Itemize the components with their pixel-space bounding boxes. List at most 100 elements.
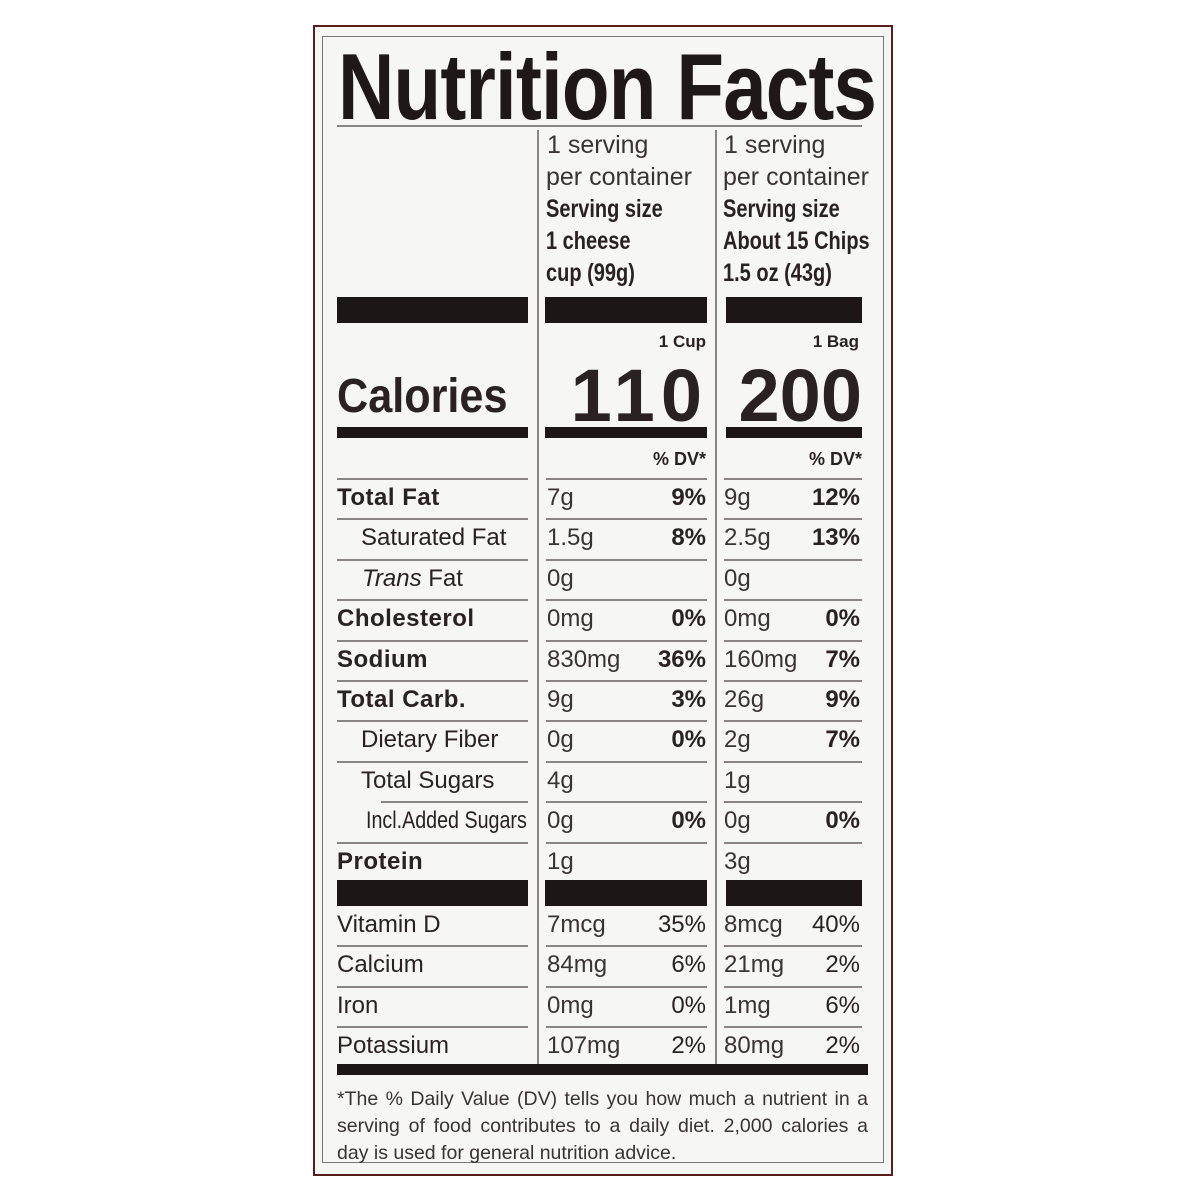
col1-dv: 3% bbox=[671, 686, 706, 713]
col2-dv: 6% bbox=[825, 992, 860, 1019]
col1-amount: 7mcg bbox=[547, 911, 606, 938]
col2-dv: 12% bbox=[811, 484, 860, 511]
row-divider bbox=[546, 599, 707, 601]
col2-unit: 1 Bag bbox=[812, 332, 859, 351]
col1-per-container: per container bbox=[546, 163, 692, 191]
row-divider bbox=[724, 478, 862, 480]
nutrient-label: Trans Fat bbox=[362, 565, 463, 593]
col1-dv: 8% bbox=[671, 524, 706, 551]
col1-dv: 2% bbox=[671, 1032, 706, 1059]
row-divider bbox=[724, 720, 862, 722]
col1-serving-size-label: Serving size bbox=[546, 195, 663, 223]
col1-servings: 1 serving bbox=[547, 131, 649, 159]
col2-amount: 0g bbox=[724, 565, 751, 592]
row-divider bbox=[724, 599, 862, 601]
row-divider bbox=[724, 761, 862, 763]
inner-border bbox=[322, 36, 884, 1163]
col1-amount: 107mg bbox=[547, 1032, 621, 1059]
row-divider bbox=[337, 559, 528, 561]
row-divider bbox=[337, 986, 528, 988]
col2-amount: 0mg bbox=[724, 605, 771, 632]
col1-amount: 4g bbox=[547, 767, 574, 794]
medium-bar bbox=[726, 427, 862, 438]
col1-serving-size-1: 1 cheese bbox=[546, 227, 631, 255]
thick-bar bbox=[545, 297, 707, 323]
col1-dv: 0% bbox=[671, 726, 706, 753]
col2-dv: 7% bbox=[825, 726, 860, 753]
vitamin-label: Calcium bbox=[337, 951, 424, 978]
row-divider bbox=[724, 1026, 862, 1028]
row-divider bbox=[724, 559, 862, 561]
col2-dv: 0% bbox=[825, 605, 860, 632]
col2-amount: 0g bbox=[724, 807, 751, 834]
col1-amount: 1.5g bbox=[547, 524, 594, 551]
row-divider bbox=[546, 640, 707, 642]
col2-amount: 9g bbox=[724, 484, 751, 511]
column-divider-2 bbox=[715, 130, 717, 1064]
nutrient-label: Total Fat bbox=[337, 484, 440, 511]
row-divider bbox=[546, 518, 707, 520]
row-divider bbox=[546, 801, 707, 803]
nutrient-label: Protein bbox=[337, 848, 424, 875]
col1-amount: 7g bbox=[547, 484, 574, 511]
row-divider bbox=[337, 842, 528, 844]
thick-bar bbox=[726, 880, 862, 906]
nutrient-label: Dietary Fiber bbox=[361, 726, 499, 753]
col1-calories: 110 bbox=[570, 354, 708, 437]
row-divider bbox=[724, 680, 862, 682]
col2-amount: 21mg bbox=[724, 951, 785, 978]
nutrient-label: Total Sugars bbox=[361, 767, 495, 794]
col2-amount: 2g bbox=[724, 726, 751, 753]
row-divider bbox=[337, 640, 528, 642]
row-divider bbox=[546, 761, 707, 763]
medium-bar bbox=[337, 427, 528, 438]
col2-dv: 2% bbox=[825, 951, 860, 978]
vitamin-label: Vitamin D bbox=[337, 911, 441, 938]
row-divider bbox=[337, 1026, 528, 1028]
col2-amount: 1g bbox=[724, 767, 751, 794]
col2-calories: 200 bbox=[738, 354, 862, 437]
col2-per-container: per container bbox=[723, 163, 869, 191]
col2-dv: 0% bbox=[825, 807, 860, 834]
vitamin-label: Iron bbox=[337, 992, 379, 1019]
col1-amount: 830mg bbox=[547, 646, 621, 673]
col1-amount: 0mg bbox=[547, 992, 594, 1019]
row-divider bbox=[546, 559, 707, 561]
col1-amount: 0g bbox=[547, 807, 574, 834]
row-divider bbox=[546, 986, 707, 988]
col2-dv: 13% bbox=[811, 524, 860, 551]
col2-servings: 1 serving bbox=[724, 131, 826, 159]
nutrient-label-italic: Trans bbox=[362, 565, 422, 592]
thick-bar bbox=[337, 880, 528, 906]
row-divider bbox=[337, 680, 528, 682]
col2-serving-size-2: 1.5 oz (43g) bbox=[723, 259, 832, 287]
col2-dv-header: % DV* bbox=[808, 449, 862, 469]
nutrient-label: Sodium bbox=[337, 646, 428, 673]
row-divider bbox=[546, 945, 707, 947]
row-divider bbox=[546, 1026, 707, 1028]
nutrient-label: Cholesterol bbox=[337, 605, 475, 632]
col2-serving-size-label: Serving size bbox=[723, 195, 840, 223]
nutrition-label-panel bbox=[313, 25, 893, 1176]
label-title: Nutrition Facts bbox=[338, 34, 877, 139]
row-divider bbox=[337, 720, 528, 722]
column-divider-1 bbox=[537, 130, 539, 1064]
col1-amount: 9g bbox=[547, 686, 574, 713]
title-divider bbox=[337, 125, 862, 127]
row-divider bbox=[546, 478, 707, 480]
col2-dv: 2% bbox=[825, 1032, 860, 1059]
row-divider bbox=[724, 801, 862, 803]
col2-dv: 9% bbox=[825, 686, 860, 713]
row-divider bbox=[724, 945, 862, 947]
col1-unit: 1 Cup bbox=[658, 332, 706, 351]
row-divider bbox=[337, 599, 528, 601]
nutrient-label: Incl.Added Sugars bbox=[366, 807, 527, 834]
col2-amount: 8mcg bbox=[724, 911, 783, 938]
row-divider bbox=[724, 640, 862, 642]
col1-dv: 9% bbox=[671, 484, 706, 511]
col1-amount: 0g bbox=[547, 565, 574, 592]
row-divider bbox=[724, 842, 862, 844]
nutrient-label-rest: Fat bbox=[421, 565, 463, 592]
col1-amount: 0mg bbox=[547, 605, 594, 632]
row-divider bbox=[546, 720, 707, 722]
